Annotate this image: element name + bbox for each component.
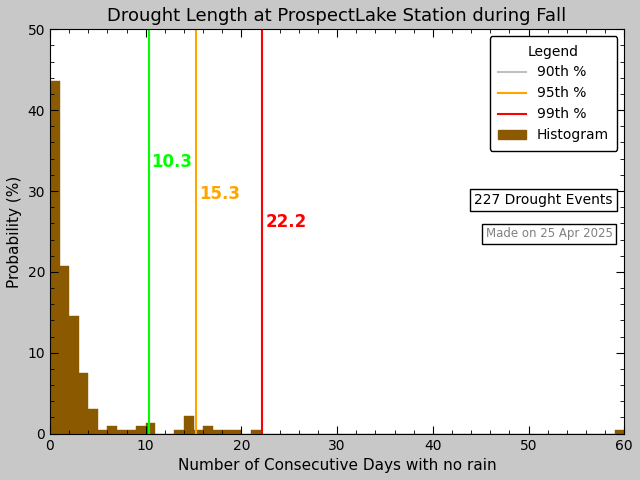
Bar — [212, 431, 222, 433]
Bar — [175, 431, 184, 433]
Text: 10.3: 10.3 — [152, 153, 193, 171]
Bar — [117, 431, 127, 433]
Bar — [79, 373, 88, 433]
Bar — [108, 426, 117, 433]
Bar — [232, 431, 241, 433]
Text: Made on 25 Apr 2025: Made on 25 Apr 2025 — [486, 228, 612, 240]
Bar — [98, 431, 108, 433]
Bar — [136, 426, 146, 433]
Bar — [60, 266, 69, 433]
Legend: 90th %, 95th %, 99th %, Histogram: 90th %, 95th %, 99th %, Histogram — [490, 36, 618, 151]
Text: 15.3: 15.3 — [199, 185, 240, 203]
Bar — [222, 431, 232, 433]
Bar — [193, 431, 203, 433]
Bar — [127, 431, 136, 433]
X-axis label: Number of Consecutive Days with no rain: Number of Consecutive Days with no rain — [178, 458, 497, 473]
Bar — [88, 408, 98, 433]
Y-axis label: Probability (%): Probability (%) — [7, 175, 22, 288]
Bar — [50, 81, 60, 433]
Bar — [203, 426, 212, 433]
Bar — [146, 423, 156, 433]
Bar — [614, 431, 624, 433]
Bar — [69, 316, 79, 433]
Text: 22.2: 22.2 — [266, 214, 307, 231]
Title: Drought Length at ProspectLake Station during Fall: Drought Length at ProspectLake Station d… — [108, 7, 567, 25]
Bar — [251, 431, 260, 433]
Text: 227 Drought Events: 227 Drought Events — [474, 193, 612, 207]
Bar — [184, 416, 193, 433]
